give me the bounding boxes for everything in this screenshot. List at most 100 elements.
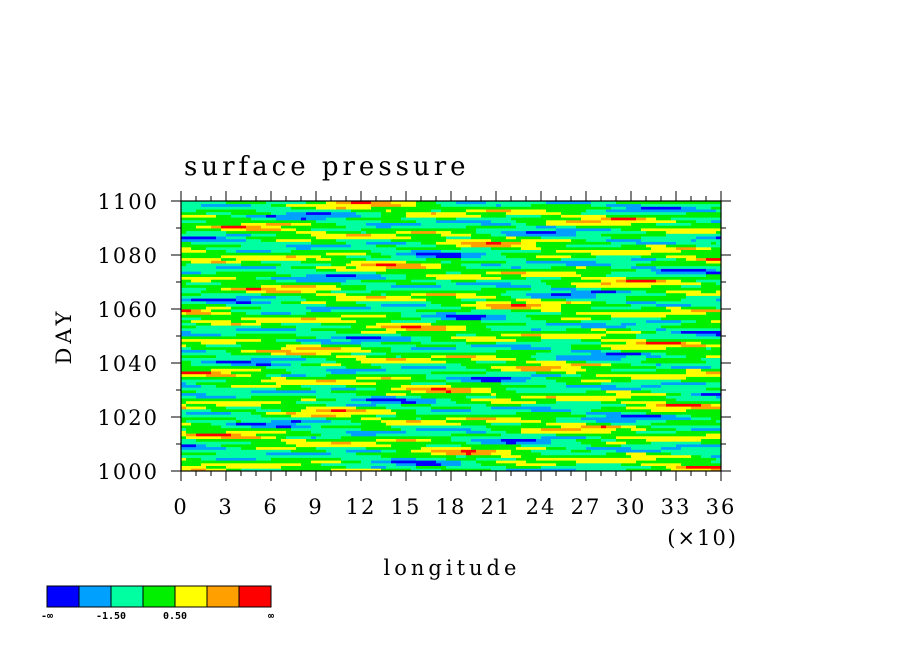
heatmap-cell (686, 462, 692, 466)
heatmap-cell (406, 349, 412, 353)
heatmap-cell (671, 446, 677, 450)
heatmap-cell (456, 400, 462, 404)
heatmap-cell (291, 365, 297, 369)
heatmap-cell (291, 406, 297, 410)
heatmap-cell (256, 384, 262, 388)
heatmap-cell (366, 400, 372, 404)
heatmap-cell (621, 376, 627, 380)
heatmap-cell (221, 446, 227, 450)
heatmap-cell (551, 411, 557, 415)
heatmap-cell (611, 452, 617, 456)
heatmap-cell (421, 360, 427, 364)
heatmap-cell (406, 435, 412, 439)
heatmap-cell (561, 360, 567, 364)
heatmap-cell (496, 387, 502, 391)
heatmap-cell (391, 368, 397, 372)
heatmap-cell (251, 438, 257, 442)
heatmap-cell (366, 457, 372, 461)
heatmap-cell (456, 454, 462, 458)
heatmap-cell (486, 460, 492, 464)
heatmap-cell (226, 457, 232, 461)
heatmap-cell (526, 427, 532, 431)
heatmap-cell (701, 371, 707, 375)
heatmap-cell (201, 373, 207, 377)
heatmap-cell (341, 465, 347, 469)
heatmap-cell (311, 414, 317, 418)
heatmap-cell (711, 460, 717, 464)
heatmap-cell (571, 411, 577, 415)
heatmap-cell (471, 352, 477, 356)
heatmap-cell (616, 368, 622, 372)
heatmap-cell (711, 360, 717, 364)
heatmap-cell (551, 441, 557, 445)
heatmap-cell (211, 457, 217, 461)
heatmap-cell (316, 417, 322, 421)
heatmap-cell (686, 365, 692, 369)
heatmap-cell (341, 376, 347, 380)
heatmap-cell (606, 433, 612, 437)
heatmap-cell (266, 438, 272, 442)
heatmap-cell (421, 346, 427, 350)
heatmap-cell (406, 417, 412, 421)
heatmap-cell (401, 441, 407, 445)
heatmap-cell (301, 438, 307, 442)
heatmap-cell (576, 449, 582, 453)
heatmap-cell (616, 381, 622, 385)
heatmap-cell (581, 379, 587, 383)
heatmap-cell (276, 438, 282, 442)
heatmap-cell (641, 371, 647, 375)
heatmap-cell (321, 454, 327, 458)
heatmap-cell (541, 403, 547, 407)
heatmap-cell (621, 419, 627, 423)
heatmap-cell (591, 346, 597, 350)
heatmap-cell (481, 444, 487, 448)
heatmap-cell (291, 392, 297, 396)
heatmap-cell (306, 411, 312, 415)
heatmap-cell (266, 400, 272, 404)
heatmap-cell (291, 398, 297, 402)
heatmap-cell (276, 411, 282, 415)
heatmap-cell (441, 349, 447, 353)
heatmap-cell (546, 438, 552, 442)
heatmap-cell (286, 465, 292, 469)
heatmap-cell (321, 376, 327, 380)
heatmap-cell (316, 384, 322, 388)
heatmap-cell (626, 446, 632, 450)
heatmap-cell (376, 419, 382, 423)
heatmap-cell (406, 376, 412, 380)
heatmap-cell (271, 468, 277, 472)
heatmap-cell (706, 368, 712, 372)
heatmap-cell (331, 408, 337, 412)
heatmap-cell (256, 411, 262, 415)
heatmap-cell (281, 403, 287, 407)
heatmap-cell (551, 392, 557, 396)
heatmap-cell (671, 457, 677, 461)
heatmap-cell (516, 417, 522, 421)
heatmap-cell (661, 368, 667, 372)
heatmap-cell (196, 398, 202, 402)
heatmap-cell (596, 392, 602, 396)
heatmap-cell (581, 468, 587, 472)
heatmap-cell (631, 419, 637, 423)
heatmap-cell (626, 363, 632, 367)
heatmap-cell (461, 392, 467, 396)
heatmap-cell (561, 373, 567, 377)
heatmap-cell (356, 390, 362, 394)
heatmap-cell (321, 371, 327, 375)
heatmap-cell (346, 449, 352, 453)
heatmap-cell (431, 468, 437, 472)
heatmap-cell (601, 406, 607, 410)
heatmap-cell (381, 408, 387, 412)
heatmap-cell (276, 387, 282, 391)
heatmap-cell (681, 465, 687, 469)
heatmap-cell (696, 352, 702, 356)
heatmap-cell (371, 398, 377, 402)
heatmap-cell (231, 425, 237, 429)
heatmap-cell (411, 414, 417, 418)
heatmap-cell (436, 346, 442, 350)
heatmap-cell (596, 371, 602, 375)
heatmap-cell (296, 427, 302, 431)
heatmap-cell (211, 417, 217, 421)
heatmap-cell (301, 462, 307, 466)
heatmap-cell (441, 373, 447, 377)
